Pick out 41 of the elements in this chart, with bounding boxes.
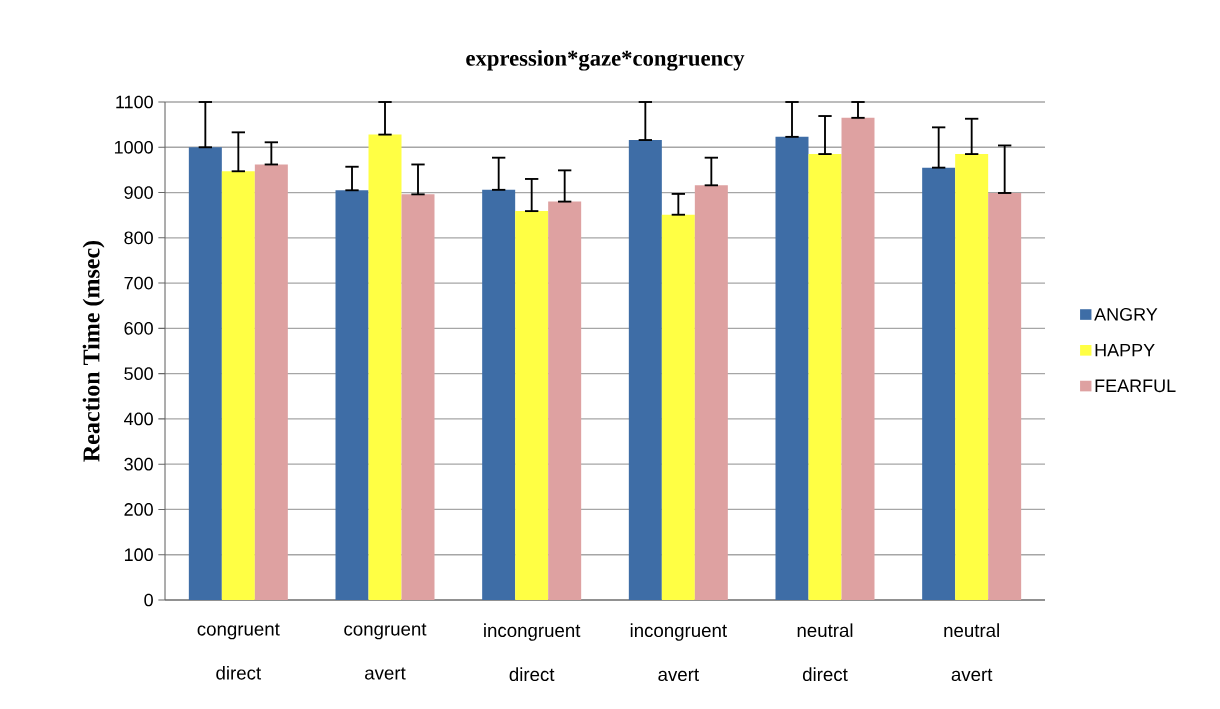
bar xyxy=(515,211,549,600)
bar xyxy=(955,154,989,600)
bar xyxy=(548,201,582,600)
y-tick-label: 400 xyxy=(124,412,153,426)
y-tick-label: 1100 xyxy=(116,95,153,109)
bar xyxy=(401,194,435,600)
bar xyxy=(922,167,956,600)
y-tick-label: 300 xyxy=(124,457,153,471)
bar xyxy=(988,192,1022,600)
bar xyxy=(221,171,255,600)
category-label: neutral direct xyxy=(797,623,853,682)
y-tick-label: 800 xyxy=(124,231,153,245)
chart-title: expression*gaze*congruency xyxy=(466,49,745,71)
category-label: incongruent avert xyxy=(630,623,727,682)
bar xyxy=(254,164,288,600)
bar xyxy=(661,214,695,600)
bar xyxy=(775,136,809,600)
category-label: incongruent direct xyxy=(484,623,581,682)
bar xyxy=(841,117,875,600)
y-tick-label: 200 xyxy=(124,503,153,516)
bar xyxy=(694,185,728,600)
legend-label: FEARFUL xyxy=(1095,379,1176,393)
bar xyxy=(628,140,662,600)
legend-label: HAPPY xyxy=(1095,343,1155,357)
y-tick-label: 0 xyxy=(144,593,153,607)
y-tick-label: 700 xyxy=(124,276,153,290)
y-tick-label: 100 xyxy=(124,548,153,562)
bar xyxy=(188,147,222,600)
bar xyxy=(335,190,369,600)
legend-label: ANGRY xyxy=(1094,308,1158,321)
category-label: congruent avert xyxy=(344,623,427,680)
y-axis-title: Reaction Time (msec) xyxy=(82,240,105,462)
bar xyxy=(482,189,516,600)
category-label: neutral avert xyxy=(944,623,999,682)
y-tick-label: 600 xyxy=(124,321,153,335)
category-label: congruent direct xyxy=(197,623,280,680)
y-tick-label: 500 xyxy=(124,367,153,380)
bar xyxy=(368,134,402,600)
y-tick-label: 900 xyxy=(124,186,153,199)
bar xyxy=(808,154,842,600)
y-tick-label: 1000 xyxy=(114,140,153,154)
